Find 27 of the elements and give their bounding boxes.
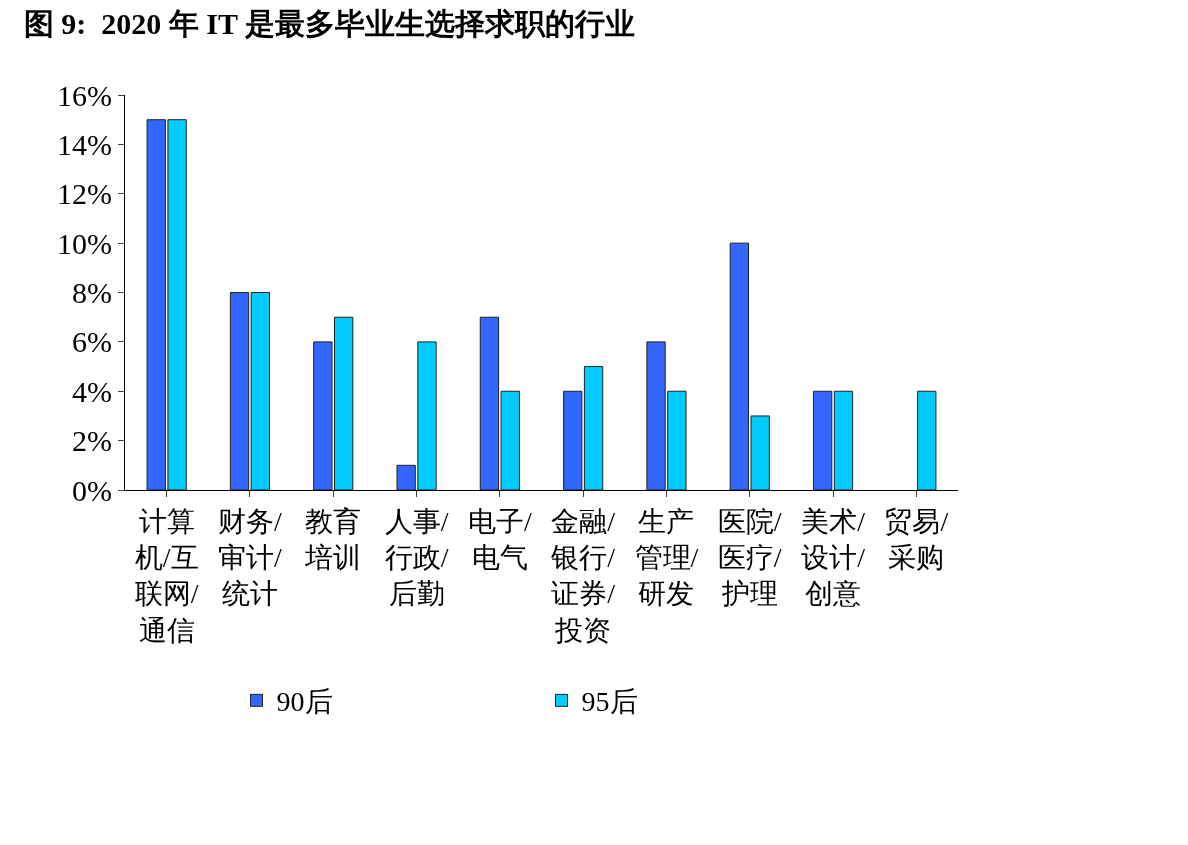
chart-title: 图 9: 2020 年 IT 是最多毕业生选择求职的行业 bbox=[23, 6, 635, 40]
x-tick-label: 贸易/采购 bbox=[884, 505, 949, 573]
legend-label: 95后 bbox=[581, 686, 638, 718]
x-tick-label: 财务/审计/统计 bbox=[218, 505, 283, 610]
bar bbox=[917, 390, 937, 490]
x-tick-label: 人事/行政/后勤 bbox=[384, 505, 449, 610]
y-tick-label: 12% bbox=[57, 177, 112, 211]
bar bbox=[250, 292, 271, 490]
legend-label: 90后 bbox=[276, 686, 333, 718]
x-tick-label: 医院/医疗/护理 bbox=[717, 505, 782, 610]
y-tick-label: 10% bbox=[57, 226, 112, 260]
y-tick-label: 16% bbox=[57, 78, 112, 112]
y-tick-label: 2% bbox=[72, 424, 112, 458]
bar bbox=[833, 390, 854, 490]
y-tick-label: 8% bbox=[72, 276, 112, 309]
x-tick-label: 教育培训 bbox=[304, 505, 362, 573]
x-tick-label: 美术/设计/创意 bbox=[801, 505, 866, 610]
y-tick-label: 14% bbox=[57, 127, 112, 161]
y-tick-label: 4% bbox=[72, 374, 112, 408]
x-tick-label: 生产管理/研发 bbox=[634, 505, 699, 610]
x-tick-label: 金融/银行/证券/投资 bbox=[550, 505, 616, 646]
y-tick-label: 6% bbox=[72, 325, 112, 359]
bar bbox=[229, 292, 250, 490]
x-tick-label: 计算机/互联网/通信 bbox=[134, 505, 199, 646]
y-tick-label: 0% bbox=[72, 473, 112, 507]
bar bbox=[812, 390, 833, 490]
x-tick-label: 电子/电气 bbox=[467, 505, 532, 573]
